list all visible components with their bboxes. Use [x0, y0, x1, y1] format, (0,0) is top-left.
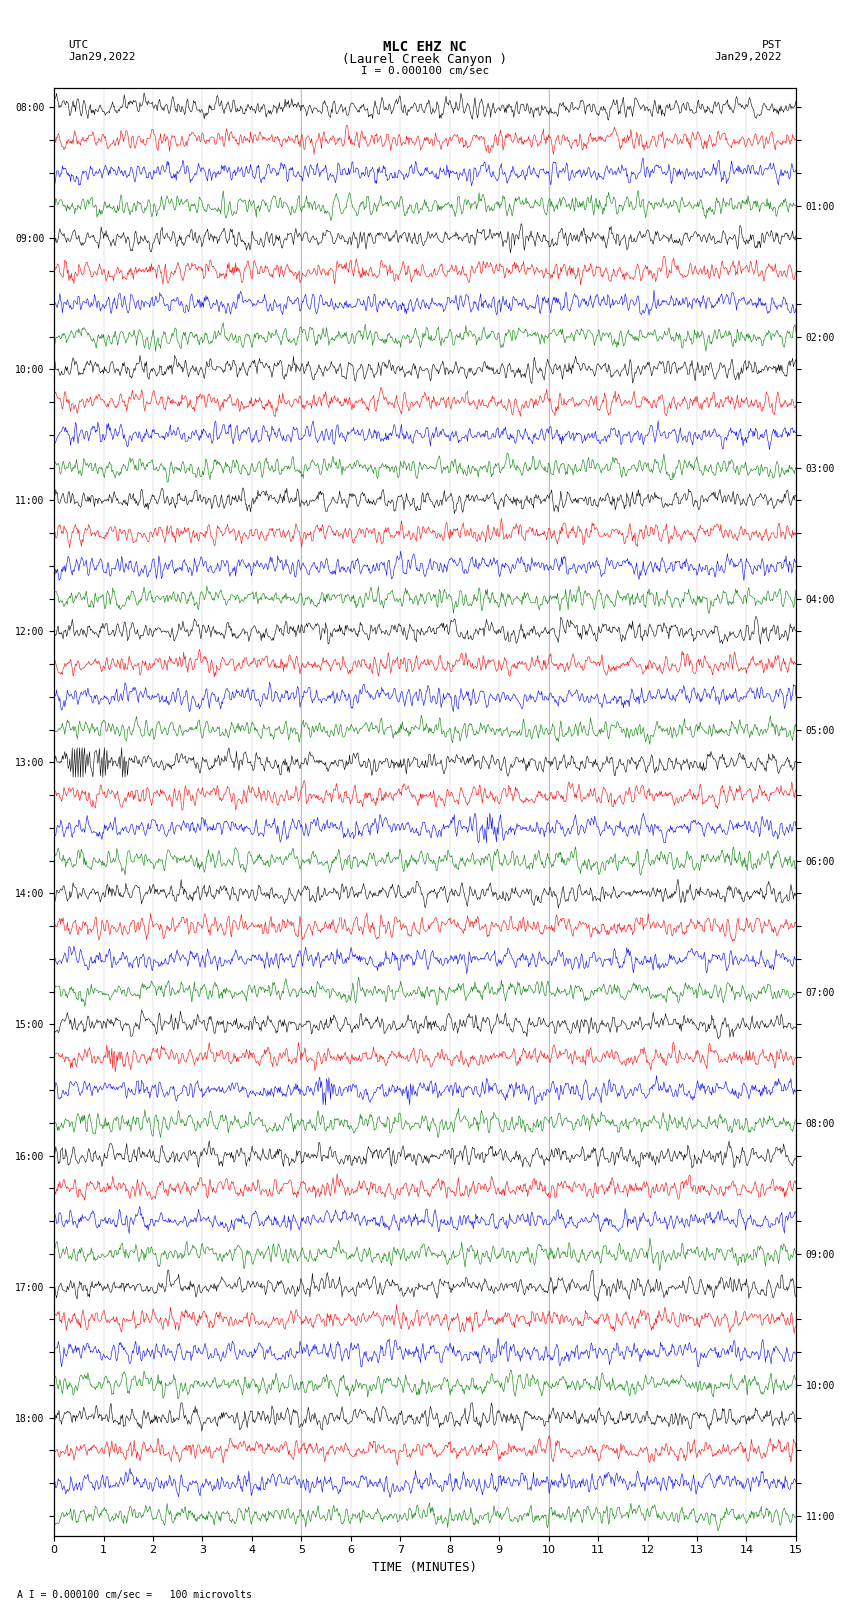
Text: (Laurel Creek Canyon ): (Laurel Creek Canyon ) — [343, 53, 507, 66]
Text: A I = 0.000100 cm/sec =   100 microvolts: A I = 0.000100 cm/sec = 100 microvolts — [17, 1590, 252, 1600]
Text: PST: PST — [762, 40, 782, 50]
Text: Jan29,2022: Jan29,2022 — [68, 52, 135, 61]
Text: Jan29,2022: Jan29,2022 — [715, 52, 782, 61]
Text: I = 0.000100 cm/sec: I = 0.000100 cm/sec — [361, 66, 489, 76]
Text: UTC: UTC — [68, 40, 88, 50]
Text: MLC EHZ NC: MLC EHZ NC — [383, 40, 467, 55]
X-axis label: TIME (MINUTES): TIME (MINUTES) — [372, 1561, 478, 1574]
